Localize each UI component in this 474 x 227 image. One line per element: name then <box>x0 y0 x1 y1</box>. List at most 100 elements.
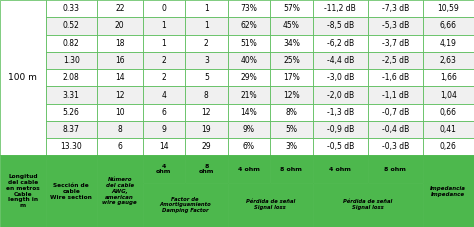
Text: -7,3 dB: -7,3 dB <box>382 4 409 13</box>
Text: Factor de
Amortiguamiento
Damping Factor: Factor de Amortiguamiento Damping Factor <box>159 197 211 213</box>
Text: 1,04: 1,04 <box>440 91 457 99</box>
Bar <box>270 104 313 121</box>
Text: 8 ohm: 8 ohm <box>384 167 406 172</box>
Text: 8 ohm: 8 ohm <box>281 167 302 172</box>
Text: 25%: 25% <box>283 56 300 65</box>
Text: -11,2 dB: -11,2 dB <box>324 4 356 13</box>
Text: 4 ohm: 4 ohm <box>329 167 351 172</box>
Text: 10: 10 <box>115 108 125 117</box>
Bar <box>0 155 46 227</box>
Bar <box>270 86 313 104</box>
Text: Número
del cable
AWG,
american
wire gauge: Número del cable AWG, american wire gaug… <box>102 177 137 205</box>
Bar <box>143 35 185 52</box>
Text: -0,7 dB: -0,7 dB <box>382 108 409 117</box>
Bar <box>368 121 423 138</box>
Bar <box>143 52 185 69</box>
Text: 5%: 5% <box>285 125 297 134</box>
Text: 0.82: 0.82 <box>63 39 80 48</box>
Bar <box>143 17 185 35</box>
Bar <box>143 104 185 121</box>
Bar <box>423 17 474 35</box>
Bar <box>423 138 474 155</box>
Bar <box>143 121 185 138</box>
Bar <box>185 17 228 35</box>
Text: 1: 1 <box>162 39 166 48</box>
Text: 5.26: 5.26 <box>63 108 80 117</box>
Bar <box>143 69 185 86</box>
Text: -1,1 dB: -1,1 dB <box>382 91 409 99</box>
Bar <box>228 121 270 138</box>
Text: Pérdida de señal
Signal loss: Pérdida de señal Signal loss <box>343 200 392 210</box>
Bar <box>228 17 270 35</box>
Text: 4 ohm: 4 ohm <box>238 167 260 172</box>
Bar <box>368 35 423 52</box>
Text: 4: 4 <box>162 91 166 99</box>
Bar <box>423 69 474 86</box>
Bar <box>313 121 368 138</box>
Bar <box>185 138 228 155</box>
Bar <box>97 121 143 138</box>
Text: 4,19: 4,19 <box>440 39 457 48</box>
Bar <box>97 104 143 121</box>
Text: 21%: 21% <box>241 91 257 99</box>
Bar <box>423 35 474 52</box>
Text: 1: 1 <box>204 4 209 13</box>
Bar <box>313 183 423 227</box>
Bar <box>313 35 368 52</box>
Bar <box>228 86 270 104</box>
Bar <box>46 138 97 155</box>
Text: Sección de
cable
Wire section: Sección de cable Wire section <box>50 183 92 200</box>
Bar <box>368 155 423 183</box>
Bar <box>270 35 313 52</box>
Text: 12: 12 <box>115 91 125 99</box>
Bar <box>368 69 423 86</box>
Bar <box>185 104 228 121</box>
Bar <box>228 183 313 227</box>
Bar <box>185 35 228 52</box>
Text: Impedancia
Impedance: Impedancia Impedance <box>430 186 466 197</box>
Text: 3%: 3% <box>285 142 297 151</box>
Text: 0: 0 <box>162 4 166 13</box>
Text: 18: 18 <box>115 39 125 48</box>
Bar <box>97 52 143 69</box>
Bar <box>46 69 97 86</box>
Bar <box>423 86 474 104</box>
Text: -6,2 dB: -6,2 dB <box>327 39 354 48</box>
Text: -1,3 dB: -1,3 dB <box>327 108 354 117</box>
Text: 13.30: 13.30 <box>60 142 82 151</box>
Text: -0,9 dB: -0,9 dB <box>327 125 354 134</box>
Text: 10,59: 10,59 <box>438 4 459 13</box>
Text: 6,66: 6,66 <box>440 21 457 30</box>
Text: 16: 16 <box>115 56 125 65</box>
Bar <box>368 0 423 17</box>
Text: Pérdida de señal
Signal loss: Pérdida de señal Signal loss <box>246 200 295 210</box>
Text: 57%: 57% <box>283 4 300 13</box>
Text: -0,4 dB: -0,4 dB <box>382 125 409 134</box>
Bar <box>143 183 228 227</box>
Text: 5: 5 <box>204 73 209 82</box>
Text: 8
ohm: 8 ohm <box>199 164 214 175</box>
Bar <box>423 0 474 17</box>
Bar <box>46 155 97 227</box>
Text: 3: 3 <box>204 56 209 65</box>
Text: -2,0 dB: -2,0 dB <box>327 91 354 99</box>
Bar <box>423 155 474 227</box>
Bar <box>270 69 313 86</box>
Text: 6%: 6% <box>243 142 255 151</box>
Bar <box>270 138 313 155</box>
Bar <box>97 69 143 86</box>
Bar <box>313 155 368 183</box>
Text: -0,5 dB: -0,5 dB <box>327 142 354 151</box>
Bar <box>313 86 368 104</box>
Bar <box>270 17 313 35</box>
Text: 1.30: 1.30 <box>63 56 80 65</box>
Bar <box>313 52 368 69</box>
Bar <box>228 155 270 183</box>
Bar <box>228 69 270 86</box>
Text: 0,41: 0,41 <box>440 125 457 134</box>
Text: 4
ohm: 4 ohm <box>156 164 172 175</box>
Text: 9%: 9% <box>243 125 255 134</box>
Bar <box>46 0 97 17</box>
Text: 17%: 17% <box>283 73 300 82</box>
Text: 2: 2 <box>162 73 166 82</box>
